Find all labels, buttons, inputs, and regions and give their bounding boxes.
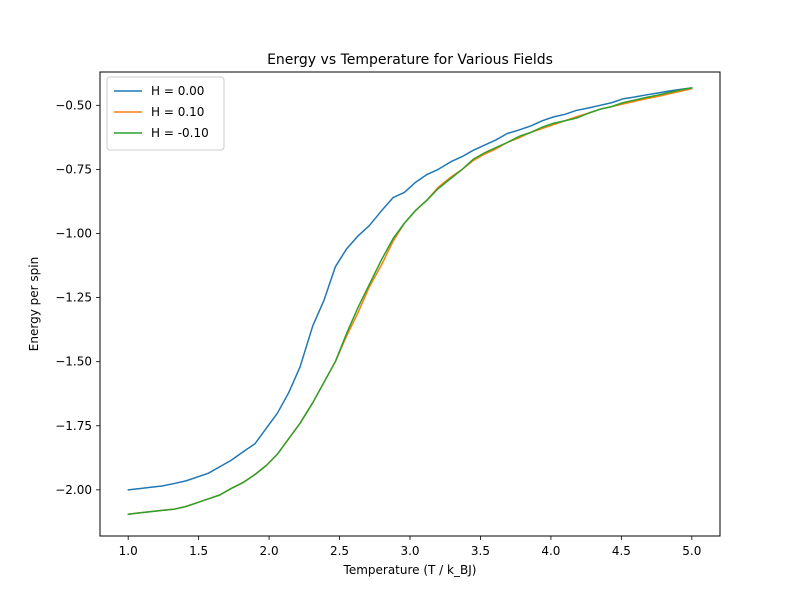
x-tick-label: 4.5 (612, 544, 631, 558)
legend-label-1: H = 0.10 (151, 105, 204, 119)
x-tick-label: 2.5 (330, 544, 349, 558)
y-tick-label: −2.00 (55, 483, 92, 497)
y-tick-label: −1.25 (55, 291, 92, 305)
y-tick-label: −1.00 (55, 227, 92, 241)
x-axis-label: Temperature (T / k_BJ) (343, 563, 477, 577)
x-tick-label: 2.0 (260, 544, 279, 558)
x-tick-label: 3.0 (400, 544, 419, 558)
x-tick-label: 4.0 (541, 544, 560, 558)
x-tick-label: 3.5 (471, 544, 490, 558)
legend: H = 0.00 H = 0.10 H = -0.10 (106, 76, 225, 151)
y-tick-label: −0.75 (55, 162, 92, 176)
legend-box (106, 76, 225, 151)
y-axis-ticks: −2.00 −1.75 −1.50 −1.25 −1.00 −0.75 −0.50 (55, 98, 100, 497)
x-tick-label: 1.0 (119, 544, 138, 558)
y-axis-label: Energy per spin (27, 257, 41, 351)
series-line-2 (127, 87, 693, 515)
series-line-0 (127, 87, 693, 491)
x-axis-ticks: 1.0 1.5 2.0 2.5 3.0 3.5 4.0 4.5 5.0 (119, 536, 701, 558)
x-tick-label: 5.0 (682, 544, 701, 558)
plot-lines (127, 87, 693, 515)
x-tick-label: 1.5 (189, 544, 208, 558)
y-tick-label: −1.75 (55, 419, 92, 433)
legend-label-0: H = 0.00 (151, 84, 204, 98)
legend-label-2: H = -0.10 (151, 126, 209, 140)
y-tick-label: −1.50 (55, 355, 92, 369)
y-tick-label: −0.50 (55, 98, 92, 112)
chart-title: Energy vs Temperature for Various Fields (267, 52, 553, 68)
